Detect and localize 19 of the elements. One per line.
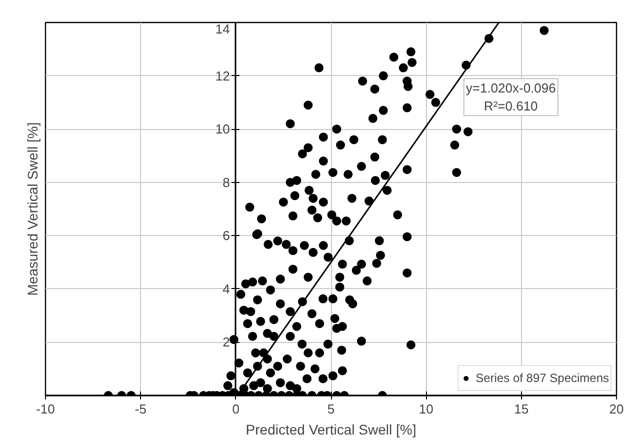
- y-tick-label: 4: [222, 281, 230, 296]
- legend-label: Series of 897 Specimens: [476, 371, 609, 385]
- y-axis-title: Measured Vertical Swell [%]: [24, 122, 40, 296]
- x-tick-label: 0: [232, 402, 240, 416]
- x-tick-label: -5: [134, 402, 146, 416]
- x-tick-label: 5: [327, 402, 335, 416]
- x-tick-label: 20: [609, 402, 624, 416]
- y-tick-label: 12: [215, 68, 230, 84]
- y-tick-label: 8: [222, 174, 230, 190]
- annotation: y=1.020x-0.096: [466, 80, 556, 96]
- y-tick-label: 6: [222, 228, 230, 244]
- y-tick-label: 14: [215, 22, 230, 36]
- y-tick-label: 2: [222, 334, 230, 350]
- x-axis-title: Predicted Vertical Swell [%]: [246, 422, 416, 438]
- x-tick-label: 15: [514, 402, 529, 416]
- x-tick-label: 10: [418, 402, 434, 416]
- x-tick-label: -10: [36, 402, 55, 416]
- annotation: R²=0.610: [484, 98, 538, 114]
- y-tick-label: 10: [215, 122, 230, 137]
